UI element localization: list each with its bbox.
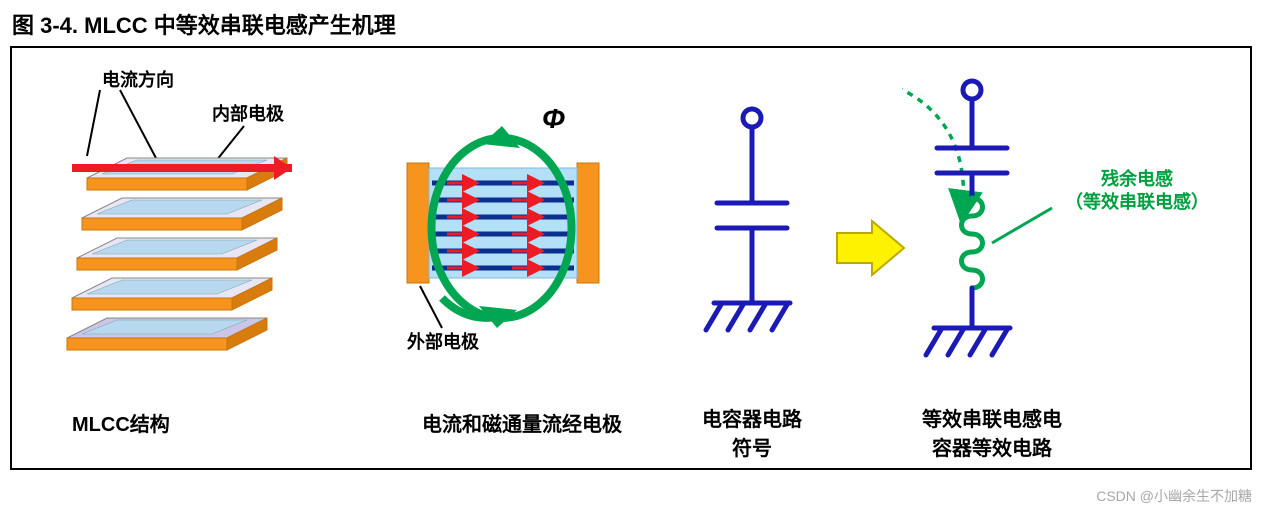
panel-label-flux: 电流和磁通量流经电极 — [392, 408, 652, 437]
panel-cap-symbol: 电容器电路 符号 — [672, 48, 832, 468]
esl-label-l1: 等效串联电感电 — [922, 409, 1062, 431]
esl-symbol-svg — [902, 48, 1242, 398]
cap-symbol-svg — [672, 58, 832, 398]
label-outer-electrode: 外部电极 — [407, 328, 479, 354]
flux-svg — [352, 48, 662, 408]
panel-flux: Φ — [352, 48, 662, 468]
figure-title: 图 3-4. MLCC 中等效串联电感产生机理 — [0, 0, 1262, 46]
label-residual-inductance: 残余电感 （等效串联电感） — [1042, 168, 1232, 215]
cap-label-l2: 符号 — [732, 438, 772, 460]
panel-esl-symbol: 残余电感 （等效串联电感） 等效串联电感电 容器等效电路 — [902, 48, 1242, 468]
residual-l1: 残余电感 — [1101, 169, 1173, 189]
mlcc-stack-svg — [12, 48, 332, 408]
panel-label-mlcc: MLCC结构 — [72, 408, 272, 437]
cap-label-l1: 电容器电路 — [702, 409, 802, 431]
diagram-frame: 电流方向 内部电极 — [10, 46, 1252, 470]
esl-label-l2: 容器等效电路 — [932, 438, 1052, 460]
watermark: CSDN @小幽余生不加糖 — [1096, 486, 1252, 506]
panel-label-esl: 等效串联电感电 容器等效电路 — [897, 403, 1087, 461]
panel-mlcc-structure: 电流方向 内部电极 — [12, 48, 332, 468]
residual-l2: （等效串联电感） — [1065, 192, 1209, 212]
transition-arrow-icon — [832, 213, 912, 283]
panel-label-cap: 电容器电路 符号 — [682, 403, 822, 461]
dashed-link-arrow — [902, 72, 964, 218]
